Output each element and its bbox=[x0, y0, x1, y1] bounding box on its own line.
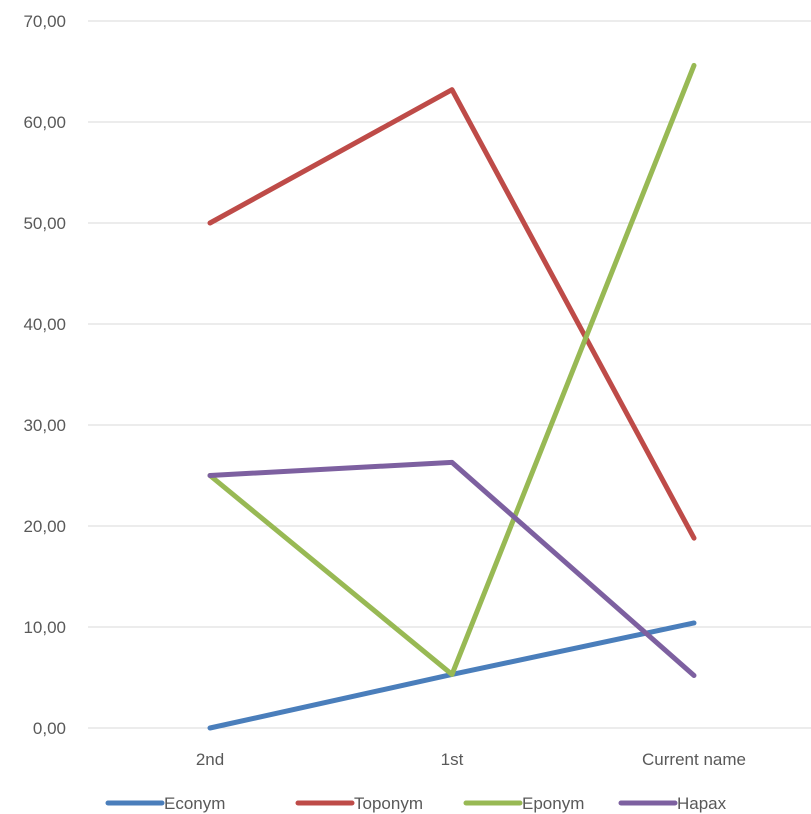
series-lines bbox=[210, 65, 694, 728]
y-tick-label: 50,00 bbox=[23, 214, 66, 233]
y-tick-label: 10,00 bbox=[23, 618, 66, 637]
legend-label: Econym bbox=[164, 794, 225, 813]
legend-item-toponym: Toponym bbox=[298, 794, 423, 813]
legend-label: Hapax bbox=[677, 794, 727, 813]
y-tick-label: 40,00 bbox=[23, 315, 66, 334]
y-tick-label: 20,00 bbox=[23, 517, 66, 536]
legend-item-econym: Econym bbox=[108, 794, 225, 813]
legend-item-hapax: Hapax bbox=[621, 794, 727, 813]
y-axis-labels: 0,00 10,00 20,00 30,00 40,00 50,00 60,00 70,00 bbox=[23, 12, 66, 738]
y-tick-label: 70,00 bbox=[23, 12, 66, 31]
series-line-hapax bbox=[210, 462, 694, 675]
x-tick-label: 2nd bbox=[196, 750, 224, 769]
x-tick-label: Current name bbox=[642, 750, 746, 769]
legend-label: Toponym bbox=[354, 794, 423, 813]
legend: Econym Toponym Eponym Hapax bbox=[108, 794, 727, 813]
y-tick-label: 30,00 bbox=[23, 416, 66, 435]
x-tick-label: 1st bbox=[441, 750, 464, 769]
y-tick-label: 0,00 bbox=[33, 719, 66, 738]
gridlines bbox=[88, 21, 811, 728]
series-line-eponym bbox=[210, 65, 694, 674]
x-axis-labels: 2nd 1st Current name bbox=[196, 750, 746, 769]
legend-label: Eponym bbox=[522, 794, 584, 813]
legend-item-eponym: Eponym bbox=[466, 794, 584, 813]
y-tick-label: 60,00 bbox=[23, 113, 66, 132]
